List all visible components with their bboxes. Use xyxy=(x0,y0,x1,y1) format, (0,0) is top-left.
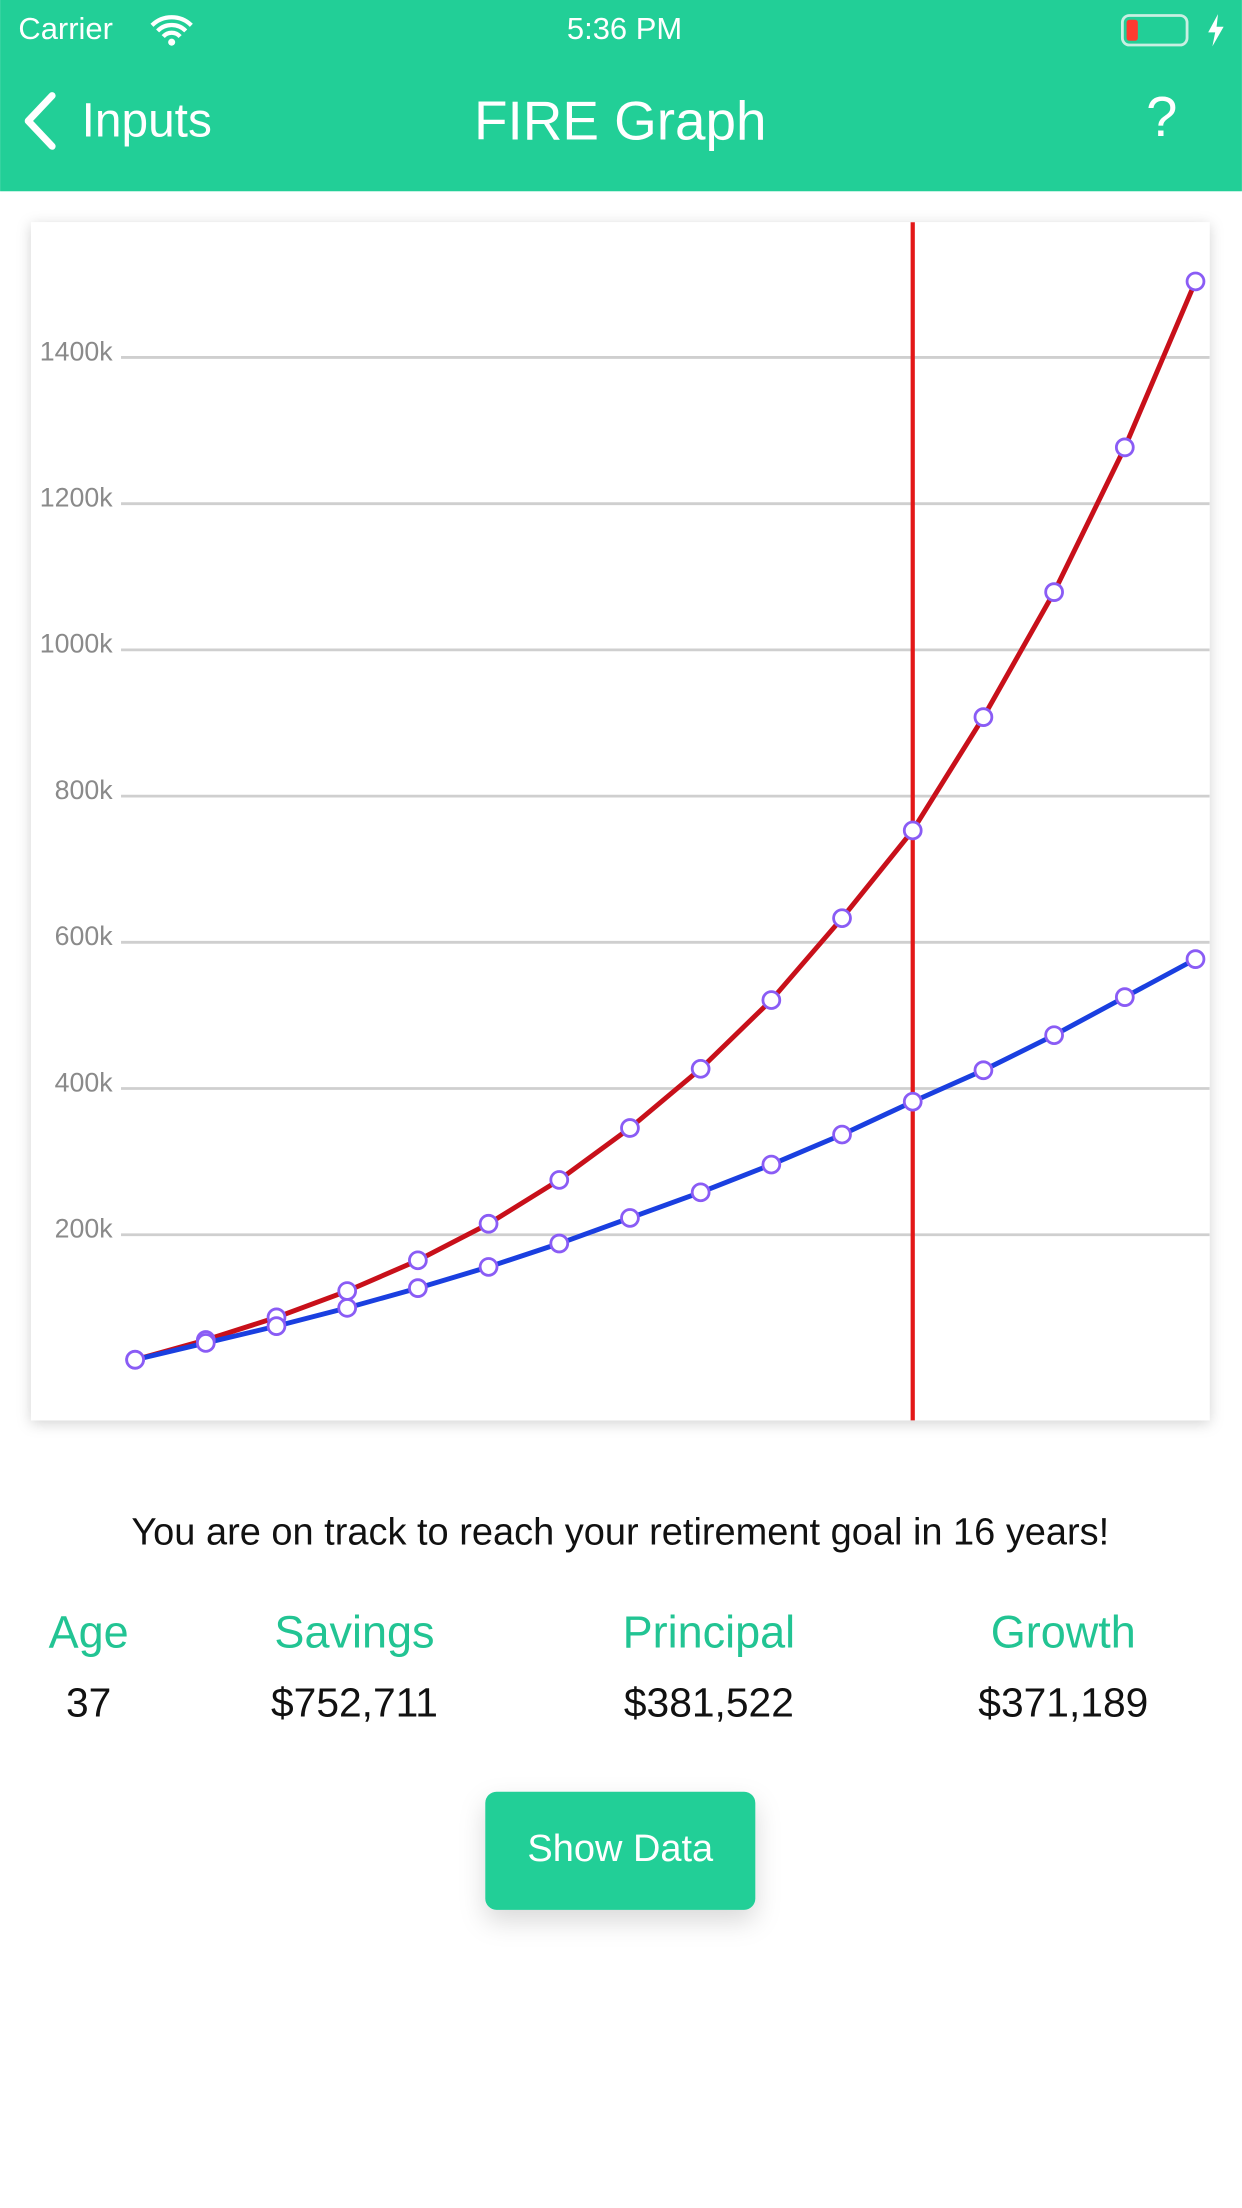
charging-icon xyxy=(1208,14,1224,47)
nav-title: FIRE Graph xyxy=(474,90,767,152)
data-point xyxy=(902,820,923,841)
y-tick-label: 600k xyxy=(55,921,114,951)
y-tick-label: 800k xyxy=(55,775,114,805)
data-point xyxy=(195,1333,216,1353)
y-tick-label: 1000k xyxy=(40,629,113,659)
stat-value: $381,522 xyxy=(624,1680,794,1726)
stat-value: $752,711 xyxy=(271,1680,438,1726)
back-button[interactable]: Inputs xyxy=(24,92,212,150)
help-button[interactable]: ? xyxy=(1146,85,1177,148)
series-line xyxy=(134,956,1197,1363)
back-chevron xyxy=(24,92,56,150)
data-point xyxy=(902,1091,923,1112)
stat-label: Growth xyxy=(991,1606,1136,1657)
data-point xyxy=(1044,582,1064,602)
battery-level xyxy=(1126,19,1138,41)
button-background[interactable] xyxy=(485,1791,756,1910)
data-point xyxy=(337,1298,358,1318)
back-label[interactable]: Inputs xyxy=(82,94,212,147)
data-point xyxy=(478,1213,499,1234)
series-line xyxy=(134,280,1198,1363)
data-point xyxy=(620,1208,640,1228)
data-point xyxy=(620,1118,640,1138)
header-background xyxy=(0,0,1242,192)
data-point xyxy=(1044,1025,1064,1046)
wifi-icon xyxy=(150,15,193,39)
chart: 200k 400k 600k 800k 1000k 1200k 1400k xyxy=(40,222,1210,1421)
data-point xyxy=(1114,987,1135,1007)
carrier: Carrier xyxy=(18,11,113,46)
show-data-button[interactable]: Show Data xyxy=(485,1791,756,1910)
data-point xyxy=(761,1154,782,1175)
data-point xyxy=(1185,271,1206,292)
wifi-dot xyxy=(168,38,176,46)
data-point xyxy=(266,1316,287,1336)
stat-label: Age xyxy=(49,1606,129,1657)
stat-label: Principal xyxy=(623,1606,796,1657)
data-point xyxy=(549,1233,570,1254)
y-tick-label: 400k xyxy=(55,1067,114,1097)
button-label[interactable]: Show Data xyxy=(527,1828,714,1870)
data-point xyxy=(408,1250,428,1271)
data-point xyxy=(337,1281,358,1301)
data-point xyxy=(761,990,782,1010)
chart-card xyxy=(31,222,1210,1421)
data-point xyxy=(478,1257,499,1277)
y-tick-label: 1400k xyxy=(40,336,113,366)
stat-label: Savings xyxy=(274,1606,434,1657)
data-point xyxy=(973,1060,994,1081)
clock: 5:36 PM xyxy=(567,11,682,46)
y-tick-label: 1200k xyxy=(40,483,113,513)
stat-value: 37 xyxy=(66,1680,111,1726)
data-point xyxy=(1114,437,1135,458)
data-point xyxy=(690,1058,711,1079)
data-point xyxy=(832,1124,852,1145)
data-point xyxy=(1185,949,1206,969)
data-point xyxy=(832,908,852,929)
stats: Age 37 Savings $752,711 Principal $381,522 Gro… xyxy=(49,1606,1149,1725)
y-tick-label: 200k xyxy=(55,1214,114,1244)
data-point xyxy=(690,1182,711,1203)
data-point xyxy=(125,1349,145,1370)
battery xyxy=(1120,14,1189,47)
data-point xyxy=(973,707,994,727)
data-point xyxy=(549,1170,570,1190)
data-point xyxy=(408,1278,428,1298)
message: You are on track to reach your retiremen… xyxy=(131,1511,1109,1553)
stat-value: $371,189 xyxy=(978,1680,1148,1726)
